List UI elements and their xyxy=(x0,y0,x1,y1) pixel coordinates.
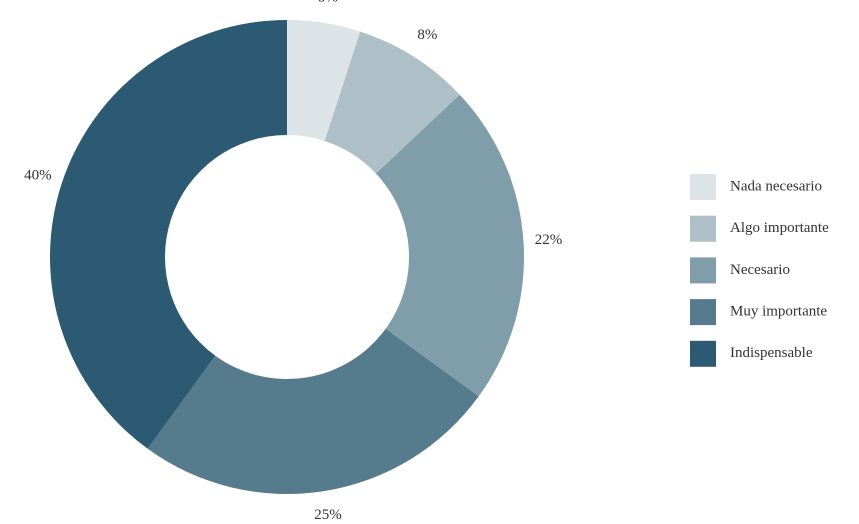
donut-slice xyxy=(147,328,479,494)
legend-swatch xyxy=(690,257,716,284)
data-label: 5% xyxy=(318,0,338,6)
data-label: 25% xyxy=(314,507,342,523)
data-label: 8% xyxy=(417,27,437,43)
legend-label: Indispensable xyxy=(730,345,813,361)
legend-swatch xyxy=(690,299,716,326)
donut-slice xyxy=(287,20,361,141)
legend-swatch xyxy=(690,340,716,367)
legend-swatch xyxy=(690,174,716,200)
donut-slice xyxy=(324,31,460,174)
legend-swatch xyxy=(690,215,716,242)
donut-slice xyxy=(50,20,288,449)
donut-slice xyxy=(375,94,524,397)
data-label: 40% xyxy=(24,167,52,183)
legend-label: Nada necesario xyxy=(730,178,822,194)
legend-label: Muy importante xyxy=(730,304,827,320)
legend-label: Algo importante xyxy=(730,220,829,236)
data-label: 22% xyxy=(535,232,563,248)
legend-label: Necesario xyxy=(730,262,790,278)
